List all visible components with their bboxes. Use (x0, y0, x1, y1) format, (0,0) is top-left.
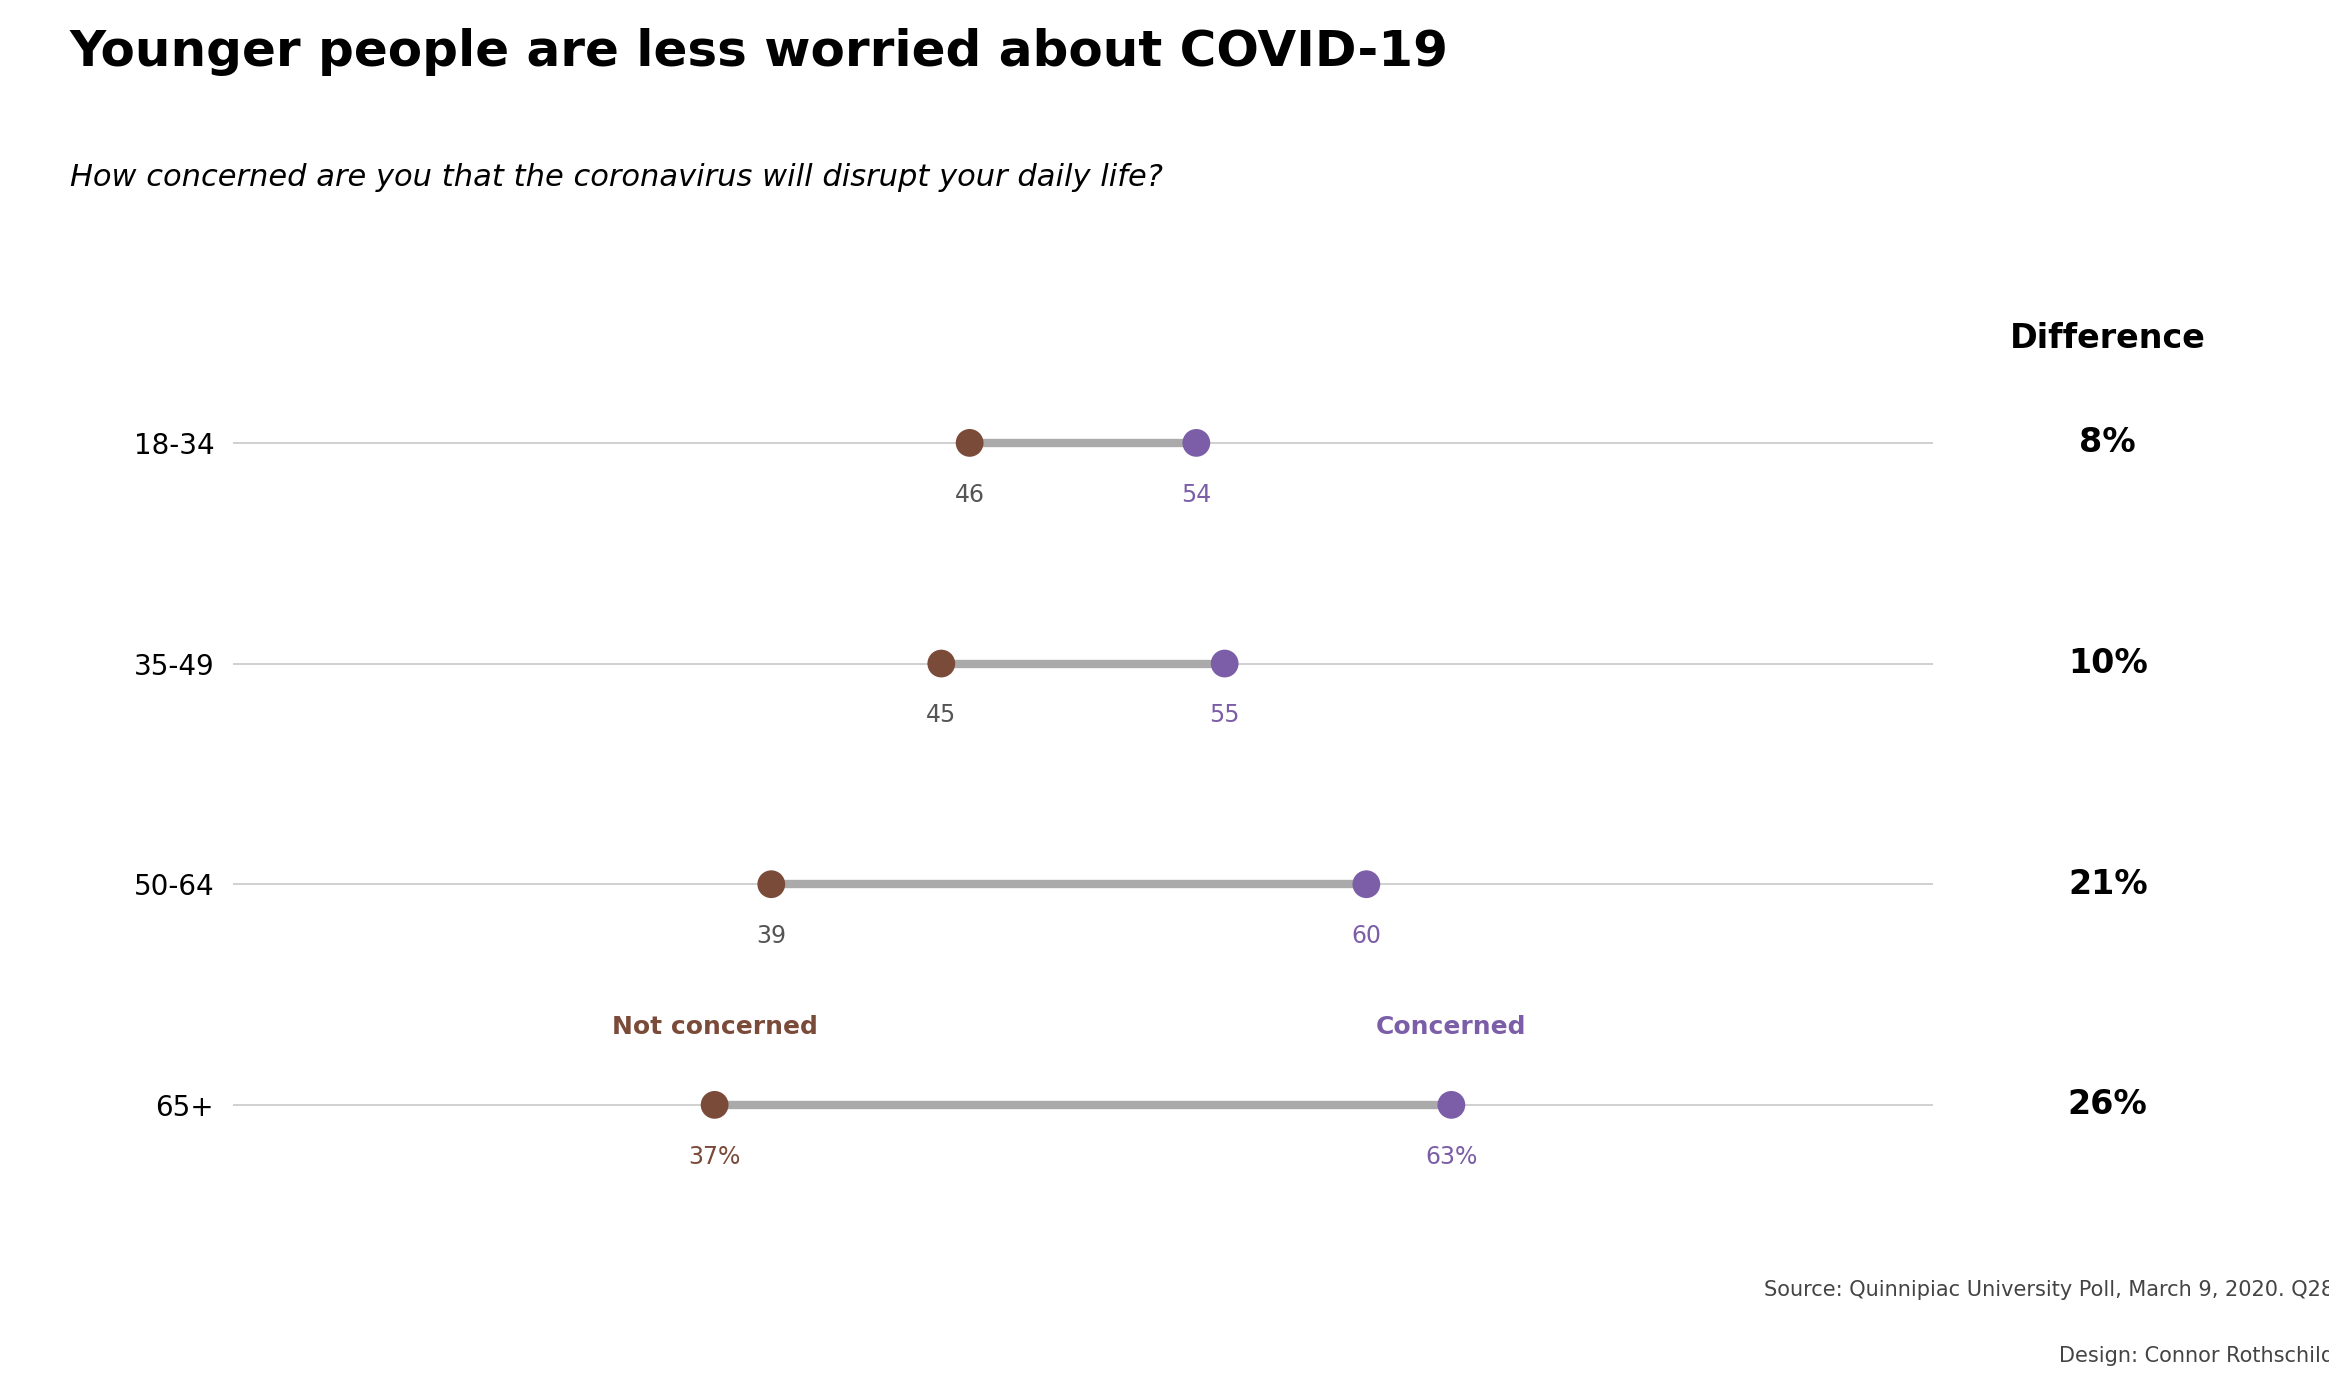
Text: 60: 60 (1351, 924, 1381, 947)
Point (696, 1094, 734, 1117)
Point (1348, 874, 1386, 896)
Text: 37%: 37% (689, 1144, 741, 1169)
Text: Not concerned: Not concerned (613, 1015, 817, 1039)
Point (752, 874, 790, 896)
Point (1206, 652, 1244, 674)
Text: 46: 46 (955, 483, 985, 506)
Text: 63%: 63% (1425, 1144, 1477, 1169)
Text: 26%: 26% (2068, 1089, 2147, 1121)
Text: 39: 39 (757, 924, 787, 947)
Point (1432, 1094, 1470, 1117)
Text: How concerned are you that the coronavirus will disrupt your daily life?: How concerned are you that the coronavir… (70, 164, 1162, 191)
Text: 8%: 8% (2080, 426, 2136, 459)
Text: Design: Connor Rothschild: Design: Connor Rothschild (2059, 1347, 2329, 1366)
Text: 21%: 21% (2068, 868, 2147, 900)
Text: 45: 45 (927, 703, 957, 727)
Point (950, 431, 987, 454)
Point (1178, 431, 1216, 454)
Text: 10%: 10% (2068, 648, 2147, 680)
Text: 55: 55 (1209, 703, 1239, 727)
Point (922, 652, 960, 674)
Text: Difference: Difference (2010, 322, 2206, 355)
Text: Concerned: Concerned (1376, 1015, 1525, 1039)
Text: Younger people are less worried about COVID-19: Younger people are less worried about CO… (70, 28, 1449, 76)
Text: 54: 54 (1181, 483, 1211, 506)
Text: Source: Quinnipiac University Poll, March 9, 2020. Q28: Source: Quinnipiac University Poll, Marc… (1763, 1280, 2329, 1300)
